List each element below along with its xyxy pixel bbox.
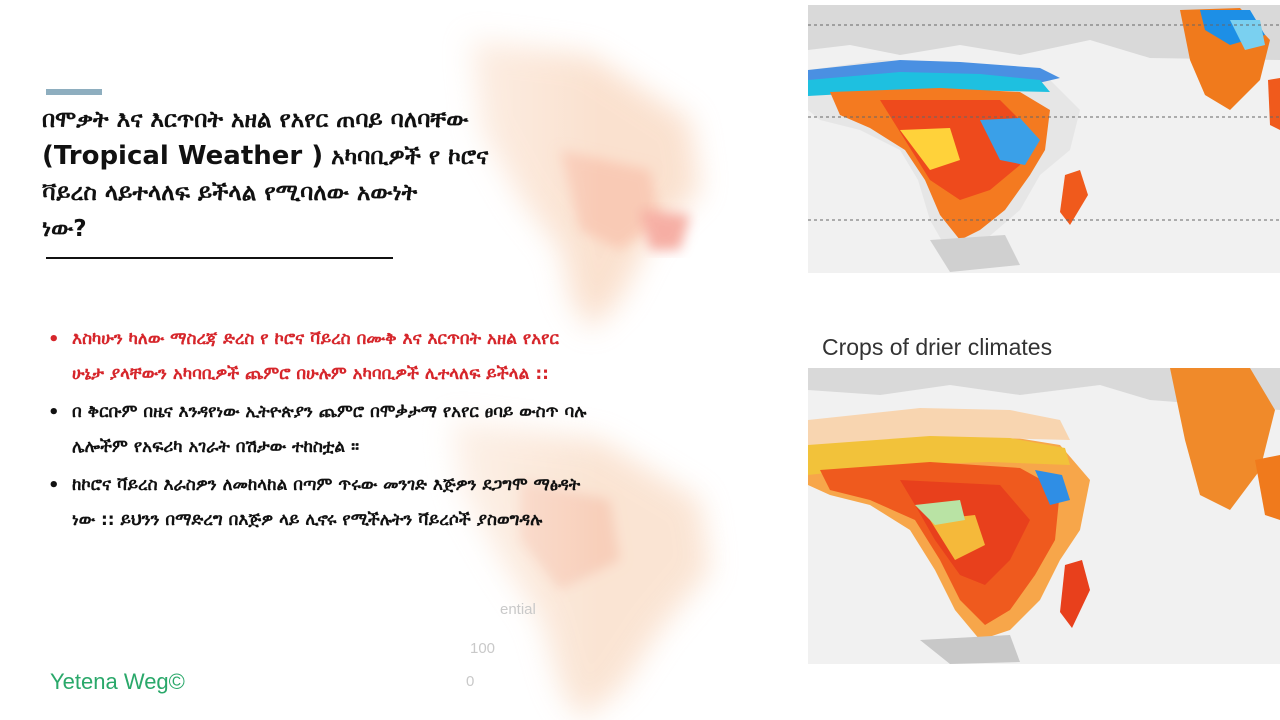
bullet-item-3: • ከኮሮና ቫይረስ እራስዎን ለመከላከል በጣም ጥሩው መንገድ እጅ… — [48, 468, 588, 538]
map-caption: Crops of drier climates — [822, 334, 1053, 360]
bullet-text: ከኮሮና ቫይረስ እራስዎን ለመከላከል በጣም ጥሩው መንገድ እጅዎን… — [72, 475, 581, 530]
bullet-item-1: • እስካሁን ካለው ማስረጃ ድረስ የ ኮሮና ቫይረስ በሙቅ እና እ… — [48, 322, 588, 392]
bullet-dot: • — [48, 402, 60, 423]
africa-map-bottom — [808, 368, 1280, 664]
bullet-dot: • — [48, 329, 60, 350]
title-line-2-rest: አካባቢዎች የ ኮሮና — [323, 144, 489, 170]
title-line-1: በሞቃት እና እርጥበት አዘል የአየር ጠባይ ባለባቸው — [42, 107, 469, 133]
title-latin-term: (Tropical Weather ) — [42, 141, 324, 171]
title-line-3: ቫይረስ ላይተላለፍ ይችላል የሚባለው አውነት — [42, 180, 418, 206]
slide-title: በሞቃት እና እርጥበት አዘል የአየር ጠባይ ባለባቸው (Tropic… — [42, 102, 602, 247]
title-line-4: ነው? — [42, 216, 87, 242]
ghost-legend-label: ential — [500, 601, 536, 618]
bullet-item-2: • በ ቅርቡም በዜና እንዳየነው ኢትዮጵያን ጨምሮ በሞቃታማ የአየ… — [48, 395, 588, 465]
bullet-text: እስካሁን ካለው ማስረጃ ድረስ የ ኮሮና ቫይረስ በሙቅ እና እርጥ… — [72, 329, 559, 384]
ghost-legend-value-low: 0 — [466, 673, 475, 690]
bullet-dot: • — [48, 475, 60, 496]
title-underline — [46, 257, 393, 259]
ghost-legend-value-high: 100 — [470, 640, 496, 657]
footer-brand: Yetena Weg© — [50, 669, 185, 694]
bullet-text: በ ቅርቡም በዜና እንዳየነው ኢትዮጵያን ጨምሮ በሞቃታማ የአየር … — [72, 402, 587, 457]
title-accent-bar — [46, 89, 102, 95]
left-white-overlay — [0, 0, 600, 720]
africa-map-top — [808, 5, 1280, 273]
bullet-list: • እስካሁን ካለው ማስረጃ ድረስ የ ኮሮና ቫይረስ በሙቅ እና እ… — [48, 322, 588, 541]
